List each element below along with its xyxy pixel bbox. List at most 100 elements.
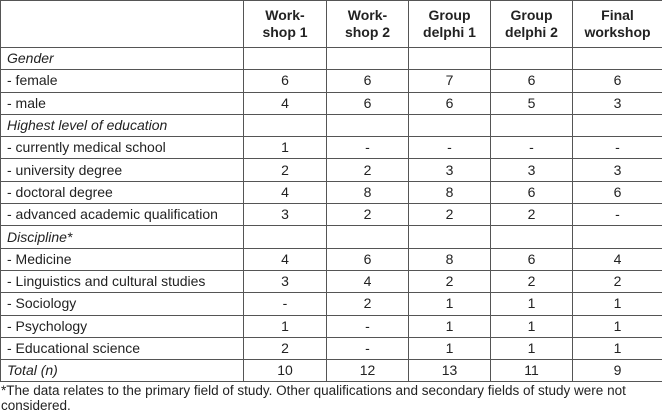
cell-value: 6: [326, 247, 409, 271]
row-label: - university degree: [0, 158, 244, 182]
cell-value: 2: [243, 336, 327, 361]
table-row: - Psychology 1-1 1 1: [0, 314, 662, 338]
table-row: - advanced academic qualification 3 2 2 2-: [0, 203, 662, 227]
table-row: - Linguistics and cultural studies 3 4 2 2 2: [0, 269, 662, 294]
cell-value: [490, 46, 573, 71]
row-label: Highest level of education: [0, 113, 244, 138]
cell-value: [326, 46, 409, 71]
row-label: - Linguistics and cultural studies: [0, 269, 244, 294]
table-row: - Educational science 2-1 1 1: [0, 336, 662, 361]
row-label: - advanced academic qualification: [0, 203, 244, 227]
section-row: Highest level of education: [0, 113, 662, 138]
column-header: Work-shop 1: [243, 0, 327, 48]
cell-value: 8: [326, 180, 409, 205]
cell-value: 11: [490, 359, 573, 383]
cell-value: [326, 225, 409, 249]
cell-value: -: [490, 136, 573, 160]
header-row: Work-shop 1 Work-shop 2 Group delphi 1 Group…: [0, 0, 662, 48]
cell-value: 13: [408, 359, 491, 383]
cell-value: -: [326, 136, 409, 160]
column-header-line: Work-: [347, 7, 388, 23]
table-row: - Sociology -2 1 1 1: [0, 292, 662, 316]
column-header-line: Group: [510, 7, 553, 23]
cell-value: [408, 225, 491, 249]
cell-value: 2: [326, 203, 409, 227]
cell-value: [572, 113, 662, 138]
cell-value: 6: [490, 69, 573, 93]
column-header-line: shop 2: [344, 24, 391, 40]
cell-value: -: [326, 314, 409, 338]
cell-value: 6: [326, 69, 409, 93]
row-label: - female: [0, 69, 244, 93]
column-header-line: Group: [428, 7, 471, 23]
cell-value: 2: [243, 158, 327, 182]
cell-value: 3: [572, 158, 662, 182]
table-row: - male 4 6 6 5 3: [0, 91, 662, 115]
cell-value: 2: [408, 269, 491, 294]
column-header: Group delphi 1: [408, 0, 491, 48]
cell-value: [408, 46, 491, 71]
cell-value: [490, 225, 573, 249]
column-header-line: delphi 1: [423, 24, 476, 40]
cell-value: 1: [408, 336, 491, 361]
table-row: - university degree 2 2 3 3 3: [0, 158, 662, 182]
cell-value: 2: [326, 158, 409, 182]
cell-value: 2: [326, 292, 409, 316]
cell-value: 7: [408, 69, 491, 93]
cell-value: 4: [243, 247, 327, 271]
row-label: - Medicine: [0, 247, 244, 271]
cell-value: 6: [408, 91, 491, 115]
cell-value: 4: [326, 269, 409, 294]
cell-value: 6: [572, 69, 662, 93]
participants-table: Work-shop 1 Work-shop 2 Group delphi 1 Group…: [0, 0, 662, 383]
table-row: - female 6 6 7 6 6: [0, 69, 662, 93]
cell-value: -: [572, 136, 662, 160]
column-header-line: Work-: [265, 7, 305, 23]
cell-value: [243, 225, 327, 249]
table-row: - currently medical school 1- - - -: [0, 136, 662, 160]
cell-value: [408, 113, 491, 138]
section-row: Total (n) 10 12 13 11 9: [0, 359, 662, 383]
cell-value: -: [326, 336, 409, 361]
row-label: - Psychology: [0, 314, 244, 338]
cell-value: 9: [572, 359, 662, 383]
cell-value: [490, 113, 573, 138]
cell-value: 3: [572, 91, 662, 115]
cell-value: 1: [243, 314, 327, 338]
cell-value: 3: [408, 158, 491, 182]
cell-value: -: [572, 203, 662, 227]
cell-value: 6: [572, 180, 662, 205]
column-header: Group delphi 2: [490, 0, 573, 48]
row-label: - currently medical school: [0, 136, 244, 160]
row-label: Total (n): [0, 359, 244, 383]
cell-value: 1: [490, 336, 573, 361]
cell-value: 4: [243, 180, 327, 205]
cell-value: [326, 113, 409, 138]
cell-value: 4: [572, 247, 662, 271]
cell-value: 10: [243, 359, 327, 383]
cell-value: 8: [408, 180, 491, 205]
row-label: Discipline*: [0, 225, 244, 249]
cell-value: 5: [490, 91, 573, 115]
cell-value: 2: [572, 269, 662, 294]
cell-value: [572, 225, 662, 249]
section-row: Gender: [0, 46, 662, 71]
table-row: - Medicine 4 6 8 6 4: [0, 247, 662, 271]
column-header-line: delphi 2: [505, 24, 558, 40]
cell-value: 1: [490, 292, 573, 316]
column-header: Work-shop 2: [326, 0, 409, 48]
cell-value: [243, 113, 327, 138]
cell-value: -: [408, 136, 491, 160]
cell-value: 3: [243, 203, 327, 227]
cell-value: 1: [490, 314, 573, 338]
cell-value: 6: [326, 91, 409, 115]
cell-value: 4: [243, 91, 327, 115]
cell-value: 1: [572, 314, 662, 338]
cell-value: 1: [408, 292, 491, 316]
cell-value: 1: [572, 336, 662, 361]
cell-value: 2: [490, 269, 573, 294]
row-label: Gender: [0, 46, 244, 71]
column-header: Final workshop: [572, 0, 662, 48]
cell-value: 12: [326, 359, 409, 383]
cell-value: 3: [243, 269, 327, 294]
